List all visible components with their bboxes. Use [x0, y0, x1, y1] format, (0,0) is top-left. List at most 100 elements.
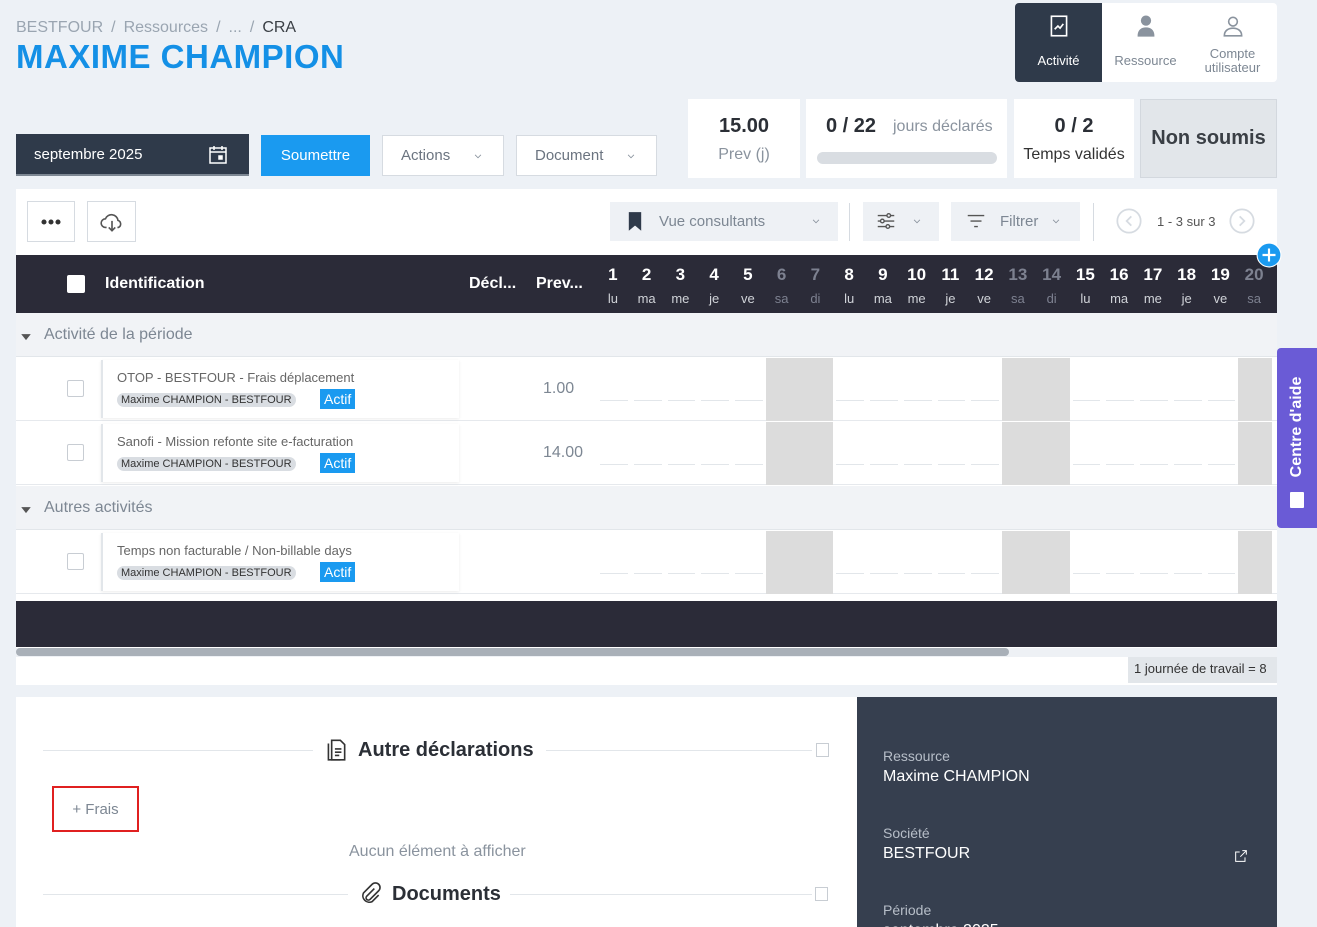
- download-button[interactable]: [87, 201, 136, 242]
- prev-page[interactable]: [1115, 207, 1143, 235]
- checkbox[interactable]: [67, 444, 84, 461]
- day-input[interactable]: [1140, 573, 1168, 574]
- collapse-icon[interactable]: [20, 330, 32, 342]
- day-input[interactable]: [667, 400, 696, 401]
- day-input[interactable]: [600, 573, 628, 574]
- external-link-svg: [1235, 850, 1247, 862]
- prev-value: 1.00: [543, 380, 575, 397]
- day-input[interactable]: [1072, 573, 1101, 574]
- group-label[interactable]: Activité de la période: [44, 326, 193, 343]
- activity-name[interactable]: Sanofi - Mission refonte site e-facturat…: [117, 434, 354, 449]
- view-select[interactable]: Vue consultants: [610, 202, 838, 241]
- day-input[interactable]: [836, 573, 864, 574]
- day-input[interactable]: [735, 573, 763, 574]
- day-input[interactable]: [1207, 573, 1236, 574]
- day-input[interactable]: [1106, 464, 1134, 465]
- chevron-svg: [1052, 219, 1060, 224]
- breadcrumb-item[interactable]: BESTFOUR: [16, 19, 104, 36]
- day-weekday: ma: [637, 291, 656, 306]
- day-input[interactable]: [633, 400, 662, 401]
- day-input[interactable]: [1106, 573, 1134, 574]
- day-input[interactable]: [1072, 400, 1101, 401]
- day-weekday: je: [945, 291, 956, 306]
- day-input[interactable]: [971, 573, 999, 574]
- day-input[interactable]: [836, 400, 864, 401]
- day-input[interactable]: [667, 464, 696, 465]
- chevron: [910, 214, 924, 228]
- day-input[interactable]: [667, 573, 696, 574]
- day-input[interactable]: [735, 400, 763, 401]
- day-input[interactable]: [701, 400, 729, 401]
- checkbox[interactable]: [67, 275, 85, 293]
- breadcrumb-item[interactable]: ...: [228, 19, 242, 36]
- scrollbar-thumb[interactable]: [16, 648, 1009, 656]
- empty-message: Aucun élément à afficher: [349, 843, 526, 860]
- day-input[interactable]: [1173, 464, 1202, 465]
- day-input[interactable]: [1140, 464, 1168, 465]
- stat-label: jours déclarés: [893, 118, 993, 135]
- day-input[interactable]: [1072, 464, 1101, 465]
- day-input[interactable]: [870, 400, 898, 401]
- day-input[interactable]: [903, 464, 932, 465]
- day-input[interactable]: [971, 464, 999, 465]
- tab[interactable]: Ressource: [1102, 3, 1189, 82]
- breadcrumb-item[interactable]: Ressources: [123, 19, 209, 36]
- day-input[interactable]: [937, 400, 966, 401]
- day-input[interactable]: [600, 400, 628, 401]
- day-input[interactable]: [735, 464, 763, 465]
- status-card: Non soumis: [1140, 99, 1277, 178]
- settings-select[interactable]: [863, 202, 939, 241]
- activity-name[interactable]: Temps non facturable / Non-billable days: [117, 543, 352, 558]
- day-input[interactable]: [836, 464, 864, 465]
- activity-name[interactable]: OTOP - BESTFOUR - Frais déplacement: [117, 370, 355, 385]
- day-input[interactable]: [870, 464, 898, 465]
- checkbox[interactable]: [67, 380, 84, 397]
- more-button[interactable]: [27, 201, 75, 242]
- add-expense-button[interactable]: + Frais: [52, 786, 139, 832]
- weekend-cell: [799, 531, 834, 594]
- day-input[interactable]: [971, 400, 999, 401]
- period-picker[interactable]: septembre 2025: [16, 134, 249, 176]
- tab[interactable]: Compte utilisateur: [1189, 3, 1276, 82]
- detail-label: Période: [883, 902, 932, 918]
- day-input[interactable]: [633, 573, 662, 574]
- day-input[interactable]: [701, 464, 729, 465]
- day-input[interactable]: [870, 573, 898, 574]
- day-input[interactable]: [1173, 573, 1202, 574]
- day-input[interactable]: [1207, 400, 1236, 401]
- day-number: 13: [1008, 265, 1028, 284]
- calendar-icon-svg: [209, 146, 227, 164]
- weekend-cell: [1035, 422, 1070, 485]
- day-input[interactable]: [701, 573, 729, 574]
- collapse-button[interactable]: [815, 887, 828, 901]
- document-button[interactable]: Document: [516, 135, 657, 176]
- day-input[interactable]: [903, 400, 932, 401]
- next-page[interactable]: [1228, 207, 1256, 235]
- tab-icon-svg: [1050, 15, 1068, 37]
- group-row: [16, 486, 1277, 530]
- day-input[interactable]: [937, 573, 966, 574]
- day-input[interactable]: [1140, 400, 1168, 401]
- day-input[interactable]: [1207, 464, 1236, 465]
- submit-button[interactable]: Soumettre: [261, 135, 370, 176]
- checkbox[interactable]: [67, 553, 84, 570]
- external-link[interactable]: [1233, 848, 1249, 864]
- add-column-svg: [1256, 242, 1282, 268]
- actions-button[interactable]: Actions: [382, 135, 504, 176]
- collapse-icon[interactable]: [20, 503, 32, 515]
- day-input[interactable]: [633, 464, 662, 465]
- resource-tag: Maxime CHAMPION - BESTFOUR: [117, 393, 296, 407]
- add-column[interactable]: [1256, 242, 1282, 268]
- day-input[interactable]: [1173, 400, 1202, 401]
- tab[interactable]: Activité: [1015, 3, 1102, 82]
- collapse-button[interactable]: [816, 743, 829, 757]
- day-input[interactable]: [1106, 400, 1134, 401]
- group-label[interactable]: Autres activités: [44, 499, 153, 516]
- day-input[interactable]: [937, 464, 966, 465]
- day-input[interactable]: [600, 464, 628, 465]
- prev-value: 14.00: [543, 444, 584, 461]
- day-number: 9: [878, 265, 888, 284]
- filter-button[interactable]: Filtrer: [951, 202, 1080, 241]
- help-tab[interactable]: Centre d'aide: [1277, 348, 1317, 528]
- day-input[interactable]: [903, 573, 932, 574]
